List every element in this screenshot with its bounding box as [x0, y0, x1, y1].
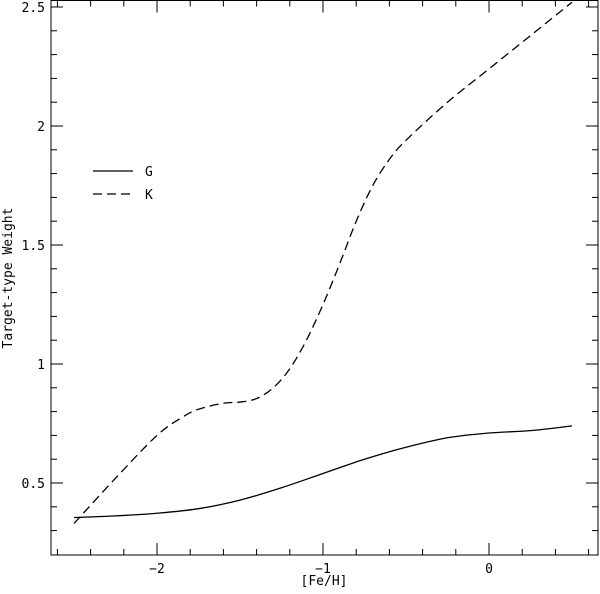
y-axis-ticks: 0.5 1 1.5 2 2.5 [22, 1, 598, 532]
y-tick-label: 2 [37, 120, 45, 135]
y-axis-title: Target-type Weight [1, 208, 16, 349]
plot-frame [50, 0, 599, 556]
x-tick-label: −1 [315, 562, 331, 577]
legend-label-g: G [145, 165, 153, 180]
y-tick-label: 0.5 [22, 477, 45, 492]
series-layer [73, 1, 573, 524]
x-axis-ticks: −2 −1 0 [56, 0, 590, 577]
x-tick-label: 0 [485, 562, 493, 577]
legend-label-k: K [145, 188, 153, 203]
y-tick-label: 1 [37, 358, 45, 373]
y-tick-label: 1.5 [22, 239, 45, 254]
legend: G K [93, 165, 153, 203]
y-tick-label: 2.5 [22, 1, 45, 16]
series-line-g [73, 425, 573, 519]
x-axis-title: [Fe/H] [301, 574, 348, 589]
x-tick-label: −2 [149, 562, 165, 577]
legend-item-g: G [93, 165, 153, 180]
series-line-k [73, 1, 573, 524]
legend-item-k: K [93, 188, 153, 203]
